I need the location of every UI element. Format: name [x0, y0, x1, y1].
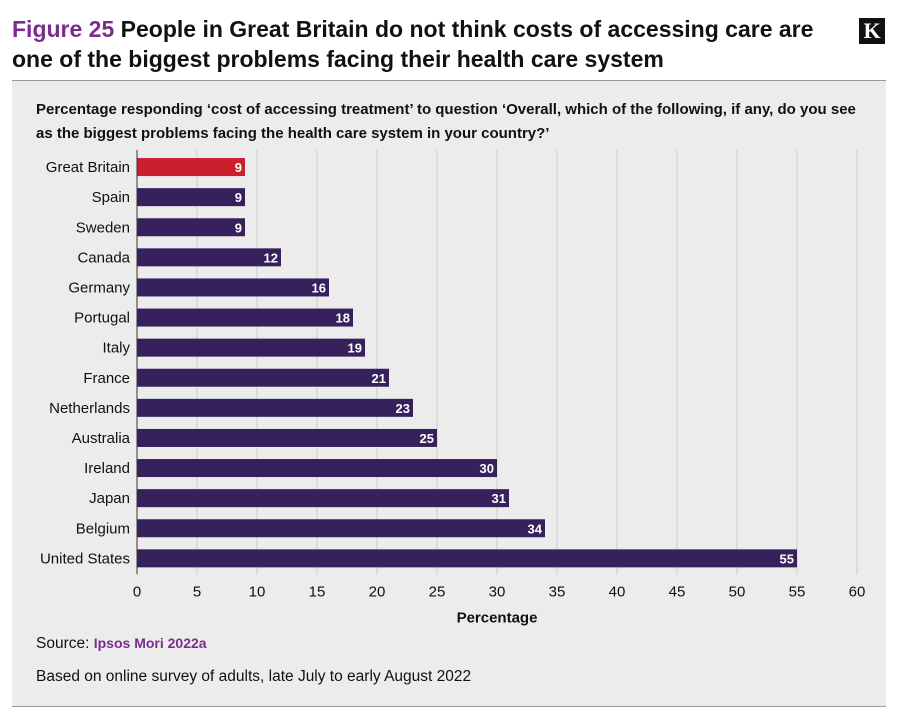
x-tick-label: 10: [249, 583, 266, 600]
x-tick-label: 60: [849, 583, 866, 600]
brand-logo: K: [859, 18, 885, 44]
bottom-divider: [12, 706, 886, 707]
data-label: 19: [348, 341, 362, 356]
x-tick-label: 50: [729, 583, 746, 600]
x-tick-label: 20: [369, 583, 386, 600]
data-label: 34: [528, 521, 543, 536]
x-tick-label: 0: [133, 583, 141, 600]
source-line: Source: Ipsos Mori 2022a: [36, 635, 207, 653]
bar-japan: [137, 489, 509, 508]
bar-united-states: [137, 549, 797, 568]
bar-portugal: [137, 308, 353, 327]
bar-australia: [137, 428, 437, 447]
x-tick-label: 25: [429, 583, 446, 600]
top-divider: [12, 80, 886, 81]
data-label: 9: [235, 160, 242, 175]
data-label: 55: [780, 551, 794, 566]
grid-layer: [196, 150, 858, 575]
category-label: Spain: [92, 189, 130, 206]
category-label: Sweden: [76, 219, 130, 236]
category-label: Netherlands: [49, 400, 130, 417]
category-label: Portugal: [74, 310, 130, 327]
category-label: Belgium: [76, 520, 130, 537]
labels-layer: 9 9 9 12 16 18 19 21 23 25 30 31 34 55: [235, 160, 794, 566]
source-link[interactable]: Ipsos Mori 2022a: [93, 635, 207, 651]
bar-chart: 9 9 9 12 16 18 19 21 23 25 30 31 34 55 0 5 10 15 20 25 30 35…: [40, 150, 865, 626]
data-label: 9: [235, 190, 242, 205]
x-tick-label: 45: [669, 583, 686, 600]
bar-germany: [137, 278, 329, 297]
data-label: 23: [396, 401, 410, 416]
data-label: 30: [480, 461, 494, 476]
data-label: 9: [235, 220, 242, 235]
survey-note: Based on online survey of adults, late J…: [36, 668, 472, 685]
data-label: 16: [312, 280, 326, 295]
data-label: 21: [372, 371, 386, 386]
x-axis-title: Percentage: [457, 609, 538, 626]
data-label: 18: [336, 311, 350, 326]
bar-ireland: [137, 459, 497, 478]
figure-title: Figure 25 People in Great Britain do not…: [12, 14, 827, 74]
category-label: Japan: [89, 490, 130, 507]
x-tick-label: 15: [309, 583, 326, 600]
data-label: 25: [420, 431, 434, 446]
x-tick-label: 40: [609, 583, 626, 600]
source-label: Source:: [36, 635, 90, 652]
bar-netherlands: [137, 398, 413, 417]
figure-title-text: People in Great Britain do not think cos…: [12, 16, 814, 72]
x-tick-label: 30: [489, 583, 506, 600]
category-label: Great Britain: [46, 159, 130, 176]
x-tick-label: 5: [193, 583, 201, 600]
data-label: 12: [264, 250, 278, 265]
bars-layer: [137, 158, 797, 568]
category-label: Ireland: [84, 460, 130, 477]
category-label: Australia: [72, 430, 131, 447]
header: Figure 25 People in Great Britain do not…: [12, 14, 827, 74]
category-label: France: [83, 370, 130, 387]
bar-belgium: [137, 519, 545, 538]
axis-layer: 0 5 10 15 20 25 30 35 40 45 50 55 60 Great Britain Spa…: [40, 150, 865, 626]
category-label: Canada: [77, 249, 130, 266]
x-tick-label: 35: [549, 583, 566, 600]
data-label: 31: [492, 491, 506, 506]
category-label: Germany: [68, 279, 130, 296]
chart-subtitle: Percentage responding ‘cost of accessing…: [36, 101, 856, 142]
category-label: United States: [40, 550, 130, 567]
bar-great-britain: [137, 158, 245, 177]
bar-france: [137, 368, 389, 387]
bar-sweden: [137, 218, 245, 237]
figure-label: Figure 25: [12, 16, 115, 42]
bar-spain: [137, 188, 245, 207]
x-tick-label: 55: [789, 583, 806, 600]
bar-canada: [137, 248, 281, 267]
category-label: Italy: [102, 340, 130, 357]
chart-panel: [12, 81, 886, 706]
bar-italy: [137, 338, 365, 357]
